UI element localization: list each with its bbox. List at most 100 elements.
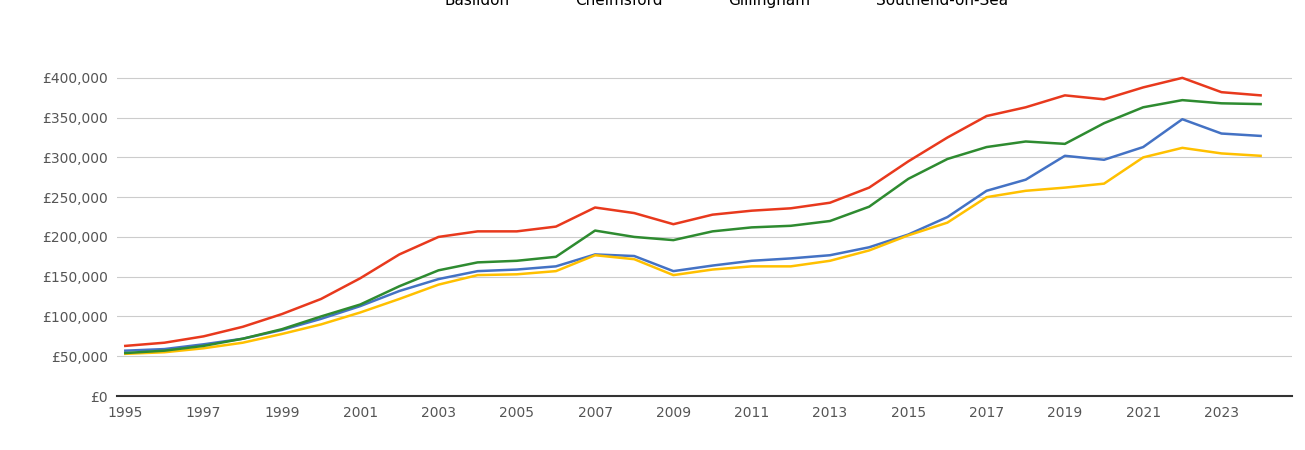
Chelmsford [626, 210, 642, 216]
Line: Basildon: Basildon [125, 119, 1261, 351]
Chelmsford [1253, 93, 1268, 98]
Chelmsford [861, 185, 877, 190]
Chelmsford [157, 340, 172, 346]
Gillingham [1135, 155, 1151, 160]
Southend-on-Sea [979, 144, 994, 150]
Gillingham [274, 331, 290, 337]
Basildon [235, 336, 251, 342]
Southend-on-Sea [313, 314, 329, 319]
Basildon [470, 269, 485, 274]
Chelmsford [1174, 75, 1190, 81]
Chelmsford [196, 333, 211, 339]
Basildon [1174, 117, 1190, 122]
Basildon [392, 288, 407, 294]
Chelmsford [509, 229, 525, 234]
Southend-on-Sea [196, 343, 211, 349]
Gillingham [705, 267, 720, 272]
Southend-on-Sea [548, 254, 564, 260]
Gillingham [1057, 185, 1073, 190]
Chelmsford [783, 206, 799, 211]
Southend-on-Sea [1135, 104, 1151, 110]
Gillingham [470, 272, 485, 278]
Chelmsford [979, 113, 994, 119]
Basildon [548, 264, 564, 269]
Southend-on-Sea [274, 327, 290, 332]
Southend-on-Sea [509, 258, 525, 264]
Gillingham [196, 346, 211, 351]
Basildon [979, 188, 994, 194]
Gillingham [1214, 151, 1229, 156]
Basildon [1057, 153, 1073, 158]
Gillingham [900, 233, 916, 238]
Gillingham [666, 272, 681, 278]
Basildon [196, 342, 211, 347]
Chelmsford [1057, 93, 1073, 98]
Southend-on-Sea [861, 204, 877, 209]
Southend-on-Sea [705, 229, 720, 234]
Gillingham [509, 272, 525, 277]
Southend-on-Sea [1018, 139, 1034, 144]
Southend-on-Sea [1214, 101, 1229, 106]
Gillingham [744, 264, 760, 269]
Chelmsford [313, 296, 329, 302]
Gillingham [117, 351, 133, 356]
Basildon [313, 316, 329, 322]
Basildon [744, 258, 760, 264]
Chelmsford [392, 252, 407, 257]
Gillingham [392, 296, 407, 302]
Chelmsford [117, 343, 133, 349]
Chelmsford [822, 200, 838, 206]
Chelmsford [1018, 104, 1034, 110]
Southend-on-Sea [587, 228, 603, 233]
Basildon [666, 269, 681, 274]
Chelmsford [900, 159, 916, 164]
Line: Chelmsford: Chelmsford [125, 78, 1261, 346]
Legend: Basildon, Chelmsford, Gillingham, Southend-on-Sea: Basildon, Chelmsford, Gillingham, Southe… [395, 0, 1014, 14]
Basildon [822, 252, 838, 258]
Basildon [157, 346, 172, 352]
Gillingham [822, 258, 838, 264]
Basildon [274, 327, 290, 333]
Basildon [861, 244, 877, 250]
Basildon [1253, 133, 1268, 139]
Basildon [587, 252, 603, 257]
Southend-on-Sea [783, 223, 799, 229]
Southend-on-Sea [117, 351, 133, 356]
Southend-on-Sea [235, 336, 251, 342]
Basildon [431, 276, 446, 282]
Chelmsford [352, 275, 368, 281]
Line: Southend-on-Sea: Southend-on-Sea [125, 100, 1261, 353]
Gillingham [313, 322, 329, 327]
Basildon [705, 263, 720, 268]
Gillingham [1253, 153, 1268, 158]
Southend-on-Sea [392, 284, 407, 289]
Southend-on-Sea [431, 268, 446, 273]
Basildon [1018, 177, 1034, 182]
Southend-on-Sea [1253, 101, 1268, 107]
Gillingham [626, 256, 642, 262]
Line: Gillingham: Gillingham [125, 148, 1261, 354]
Southend-on-Sea [1096, 121, 1112, 126]
Gillingham [587, 252, 603, 258]
Basildon [509, 267, 525, 272]
Gillingham [1096, 181, 1112, 186]
Southend-on-Sea [626, 234, 642, 240]
Chelmsford [1135, 85, 1151, 90]
Southend-on-Sea [1057, 141, 1073, 147]
Basildon [117, 348, 133, 353]
Southend-on-Sea [157, 348, 172, 353]
Chelmsford [235, 324, 251, 329]
Basildon [900, 232, 916, 237]
Southend-on-Sea [900, 176, 916, 181]
Gillingham [352, 310, 368, 315]
Gillingham [979, 194, 994, 200]
Basildon [1135, 144, 1151, 150]
Chelmsford [666, 221, 681, 227]
Gillingham [861, 248, 877, 253]
Southend-on-Sea [822, 218, 838, 224]
Gillingham [548, 269, 564, 274]
Southend-on-Sea [744, 225, 760, 230]
Chelmsford [1096, 97, 1112, 102]
Chelmsford [470, 229, 485, 234]
Basildon [940, 214, 955, 220]
